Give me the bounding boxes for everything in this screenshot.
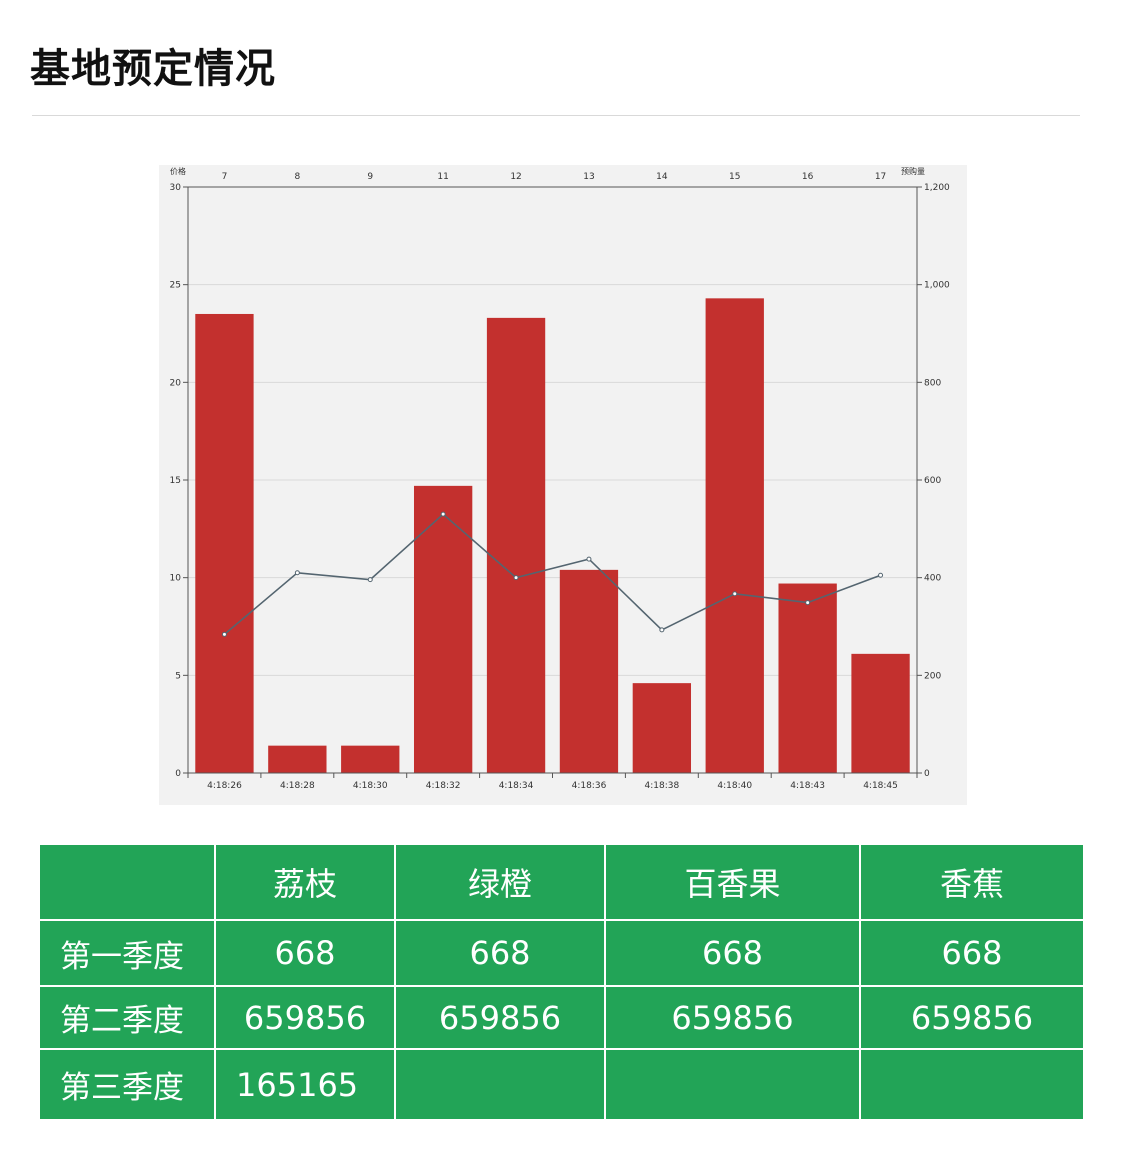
table-row: 第二季度 659856 659856 659856 659856 [40, 985, 1083, 1050]
right-tick-label: 200 [924, 671, 941, 681]
right-tick-label: 1,200 [924, 183, 950, 193]
x-tick-label: 4:18:26 [207, 781, 242, 791]
chart-bar [268, 745, 327, 773]
chart-bar [195, 313, 254, 773]
line-point [659, 627, 665, 633]
top-tick-label: 16 [802, 172, 814, 182]
x-tick-label: 4:18:28 [280, 781, 315, 791]
x-tick-label: 4:18:45 [863, 781, 898, 791]
chart-line [223, 513, 881, 635]
left-tick-label: 20 [170, 378, 182, 388]
chart-bar [413, 485, 473, 773]
right-tick-label: 400 [924, 574, 941, 584]
table-cell: 659856 [859, 985, 1083, 1050]
line-point [805, 600, 811, 606]
column-header: 绿橙 [394, 845, 606, 921]
chart-bar [486, 317, 546, 773]
column-header: 荔枝 [214, 845, 396, 921]
line-point [513, 575, 519, 581]
top-tick-label: 17 [875, 172, 886, 182]
table-row: 第一季度 668 668 668 668 [40, 919, 1083, 987]
left-tick-label: 5 [175, 671, 181, 681]
table-cell: 668 [859, 919, 1083, 987]
line-point [732, 591, 738, 597]
line-point [440, 511, 446, 517]
chart-bar [341, 745, 400, 773]
x-tick-label: 4:18:38 [644, 781, 679, 791]
top-tick-label: 8 [294, 172, 300, 182]
table-cell: 668 [214, 919, 396, 987]
table-cell: 659856 [394, 985, 606, 1050]
table-cell: 668 [394, 919, 606, 987]
right-tick-label: 600 [924, 476, 941, 486]
booking-chart: 0 5 10 15 20 25 30 0 200 400 600 800 1,000 1,200 4:18:… [159, 165, 967, 805]
top-tick-label: 9 [367, 172, 373, 182]
table-cell: 659856 [214, 985, 396, 1050]
x-tick-label: 4:18:30 [353, 781, 388, 791]
title-divider [32, 115, 1080, 116]
line-point [586, 556, 592, 562]
left-tick-label: 25 [170, 281, 181, 291]
row-header: 第三季度 [40, 1048, 216, 1119]
table-cell [604, 1048, 861, 1119]
top-tick-label: 11 [437, 172, 448, 182]
chart-bar [705, 298, 764, 773]
chart-bar [632, 683, 692, 773]
chart-bar [778, 583, 837, 773]
table-cell: 668 [604, 919, 861, 987]
top-tick-label: 12 [510, 172, 521, 182]
table-cell: 165165 [214, 1048, 396, 1119]
column-header: 百香果 [604, 845, 861, 921]
right-axis-name: 预购量 [901, 166, 925, 176]
left-tick-label: 15 [170, 476, 181, 486]
table-cell [394, 1048, 606, 1119]
x-tick-label: 4:18:40 [717, 781, 752, 791]
left-axis-name: 价格 [170, 166, 186, 176]
table-row: 第三季度 165165 [40, 1048, 1083, 1119]
left-tick-label: 10 [170, 574, 182, 584]
table-corner-cell [40, 845, 216, 921]
table-cell: 659856 [604, 985, 861, 1050]
line-point [294, 570, 300, 576]
top-tick-label: 13 [583, 172, 594, 182]
x-tick-label: 4:18:43 [790, 781, 825, 791]
top-tick-label: 14 [656, 172, 668, 182]
top-tick-label: 7 [222, 172, 228, 182]
right-tick-label: 0 [924, 769, 930, 779]
table-cell [859, 1048, 1083, 1119]
right-tick-label: 800 [924, 378, 941, 388]
chart-bar [559, 569, 619, 773]
right-tick-label: 1,000 [924, 281, 950, 291]
row-header: 第一季度 [40, 919, 216, 987]
row-header: 第二季度 [40, 985, 216, 1050]
x-tick-label: 4:18:32 [426, 781, 461, 791]
page-title: 基地预定情况 [30, 46, 276, 92]
line-point [878, 572, 884, 578]
table-header-row: 荔枝 绿橙 百香果 香蕉 [40, 845, 1083, 921]
chart-bar [851, 653, 910, 773]
line-point [367, 577, 373, 583]
left-tick-label: 30 [170, 183, 182, 193]
booking-table: 荔枝 绿橙 百香果 香蕉 第一季度 668 668 668 668 第二季度 6… [40, 845, 1083, 1119]
x-tick-label: 4:18:36 [572, 781, 607, 791]
left-tick-label: 0 [175, 769, 181, 779]
column-header: 香蕉 [859, 845, 1083, 921]
chart-svg: 0 5 10 15 20 25 30 0 200 400 600 800 1,000 1,200 4:18:… [170, 166, 950, 791]
line-point [221, 631, 227, 637]
x-tick-label: 4:18:34 [499, 781, 534, 791]
top-tick-label: 15 [729, 172, 740, 182]
